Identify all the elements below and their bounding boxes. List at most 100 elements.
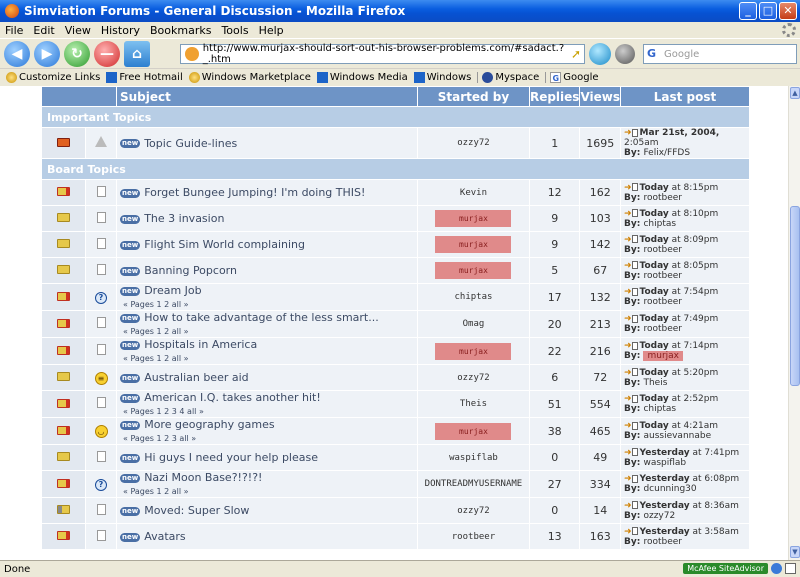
mcafee-siteadvisor-badge[interactable]: McAfee SiteAdvisor — [683, 563, 768, 574]
last-post-arrow-icon[interactable]: ➜ — [624, 526, 632, 537]
bookmark-item[interactable]: Free Hotmail — [106, 72, 183, 83]
last-post-arrow-icon[interactable]: ➜ — [624, 447, 632, 458]
topic-link[interactable]: Nazi Moon Base?!?!?! — [144, 471, 263, 484]
starter-link[interactable]: ozzy72 — [457, 505, 490, 516]
header-started-by[interactable]: Started by — [416, 86, 530, 107]
topic-link[interactable]: Banning Popcorn — [144, 264, 237, 277]
last-post-user-link[interactable]: chiptas — [643, 218, 677, 229]
forward-button[interactable]: ▶ — [34, 40, 60, 67]
last-post-user-link[interactable]: rootbeer — [643, 536, 682, 547]
last-post-arrow-icon[interactable]: ➜ — [624, 394, 632, 404]
new-badge-icon[interactable]: new — [120, 139, 141, 148]
last-post-user-link[interactable]: rootbeer — [643, 192, 682, 203]
header-views[interactable]: Views — [579, 86, 621, 107]
last-post-arrow-icon[interactable]: ➜ — [624, 314, 632, 324]
status-check-icon[interactable] — [785, 563, 796, 574]
bookmark-item[interactable]: Myspace — [477, 72, 539, 83]
starter-link[interactable]: waspiflab — [449, 452, 498, 463]
last-post-arrow-icon[interactable]: ➜ — [624, 421, 632, 431]
new-badge-icon[interactable]: new — [120, 266, 141, 276]
starter-link[interactable]: Theis — [459, 399, 487, 409]
bookmark-item[interactable]: G Google — [545, 72, 599, 83]
new-badge-icon[interactable]: new — [120, 214, 141, 224]
scroll-down-arrow-icon[interactable]: ▼ — [790, 546, 800, 558]
maximize-button[interactable]: □ — [759, 2, 777, 20]
header-replies[interactable]: Replies — [528, 86, 581, 107]
pages-links[interactable]: « Pages 1 2 all » — [123, 354, 189, 363]
new-badge-icon[interactable]: new — [120, 240, 141, 250]
starter-link[interactable]: chiptas — [454, 292, 493, 302]
pages-links[interactable]: « Pages 1 2 all » — [123, 327, 189, 336]
topic-link[interactable]: The 3 invasion — [144, 212, 225, 225]
back-button[interactable]: ◀ — [4, 40, 30, 67]
starter-link[interactable]: murjax — [435, 236, 512, 253]
last-post-user-link[interactable]: dcunning30 — [643, 484, 697, 494]
new-badge-icon[interactable]: new — [120, 286, 141, 296]
topic-link[interactable]: Forget Bungee Jumping! I'm doing THIS! — [144, 186, 366, 199]
last-post-user-link[interactable]: ozzy72 — [643, 510, 676, 521]
minimize-button[interactable]: _ — [739, 2, 757, 20]
last-post-user-link[interactable]: rootbeer — [643, 324, 682, 334]
bookmark-item[interactable]: Windows Marketplace — [188, 72, 311, 83]
new-badge-icon[interactable]: new — [120, 473, 141, 483]
last-post-user-link[interactable]: rootbeer — [643, 297, 682, 307]
starter-link[interactable]: DONTREADMYUSERNAME — [424, 479, 523, 489]
new-badge-icon[interactable]: new — [120, 393, 141, 403]
url-bar[interactable]: http://www.murjax-should-sort-out-his-br… — [180, 43, 585, 65]
topic-link[interactable]: Moved: Super Slow — [144, 504, 250, 517]
topic-link[interactable]: Avatars — [144, 530, 186, 543]
starter-link[interactable]: rootbeer — [451, 531, 496, 542]
menu-tools[interactable]: Tools — [221, 23, 249, 37]
menu-file[interactable]: File — [5, 23, 24, 37]
go-button[interactable] — [589, 43, 611, 65]
topic-link[interactable]: Topic Guide-lines — [144, 136, 238, 150]
bookmark-star-icon[interactable]: ➚ — [570, 47, 581, 61]
last-post-user-link[interactable]: waspiflab — [643, 457, 687, 468]
starter-link[interactable]: murjax — [435, 210, 512, 227]
last-post-user-link[interactable]: Felix/FFDS — [643, 148, 691, 158]
last-post-user-link[interactable]: Theis — [643, 377, 668, 388]
last-post-arrow-icon[interactable]: ➜ — [624, 182, 632, 193]
starter-link[interactable]: murjax — [435, 342, 512, 360]
reload-button[interactable]: ↻ — [64, 40, 90, 67]
scroll-up-arrow-icon[interactable]: ▲ — [790, 87, 800, 99]
last-post-arrow-icon[interactable]: ➜ — [624, 260, 632, 271]
pages-links[interactable]: « Pages 1 2 all » — [123, 487, 189, 496]
bookmark-item[interactable]: Windows Media — [316, 72, 408, 83]
google-icon[interactable]: G — [647, 47, 657, 60]
topic-link[interactable]: Hospitals in America — [144, 338, 258, 351]
home-button[interactable]: ⌂ — [124, 40, 150, 67]
topic-link[interactable]: Hi guys I need your help please — [144, 451, 318, 464]
topic-link[interactable]: Dream Job — [144, 284, 202, 297]
pages-links[interactable]: « Pages 1 2 3 4 all » — [123, 407, 204, 416]
topic-link[interactable]: Flight Sim World complaining — [144, 238, 305, 251]
last-post-user-link[interactable]: aussievannabe — [643, 431, 712, 441]
new-badge-icon[interactable]: new — [120, 420, 141, 430]
last-post-arrow-icon[interactable]: ➜ — [624, 367, 632, 378]
last-post-user-link[interactable]: chiptas — [643, 404, 677, 414]
close-button[interactable]: ✕ — [779, 2, 797, 20]
new-badge-icon[interactable]: new — [120, 506, 141, 516]
new-badge-icon[interactable]: new — [120, 532, 141, 542]
topic-link[interactable]: American I.Q. takes another hit! — [144, 391, 321, 404]
last-post-user-link[interactable]: rootbeer — [643, 244, 682, 255]
last-post-arrow-icon[interactable]: ➜ — [624, 500, 632, 511]
last-post-arrow-icon[interactable]: ➜ — [624, 208, 632, 219]
topic-link[interactable]: How to take advantage of the less smart.… — [144, 311, 379, 324]
last-post-arrow-icon[interactable]: ➜ — [624, 128, 632, 138]
last-post-arrow-icon[interactable]: ➜ — [624, 287, 632, 297]
menu-bookmarks[interactable]: Bookmarks — [149, 23, 212, 37]
new-badge-icon[interactable]: new — [120, 188, 141, 198]
pages-links[interactable]: « Pages 1 2 all » — [123, 300, 189, 309]
new-badge-icon[interactable]: new — [120, 373, 141, 383]
bookmark-item[interactable]: Windows — [413, 72, 471, 83]
bookmark-item[interactable]: Customize Links — [6, 72, 100, 83]
starter-link[interactable]: murjax — [435, 262, 512, 279]
topic-link[interactable]: Australian beer aid — [144, 371, 249, 384]
starter-link[interactable]: murjax — [435, 422, 512, 440]
search-input[interactable]: G Google — [643, 44, 797, 64]
starter-link[interactable]: Omag — [462, 319, 485, 329]
last-post-arrow-icon[interactable]: ➜ — [624, 234, 632, 245]
starter-link[interactable]: ozzy72 — [457, 372, 490, 383]
pages-links[interactable]: « Pages 1 2 3 all » — [123, 434, 197, 443]
